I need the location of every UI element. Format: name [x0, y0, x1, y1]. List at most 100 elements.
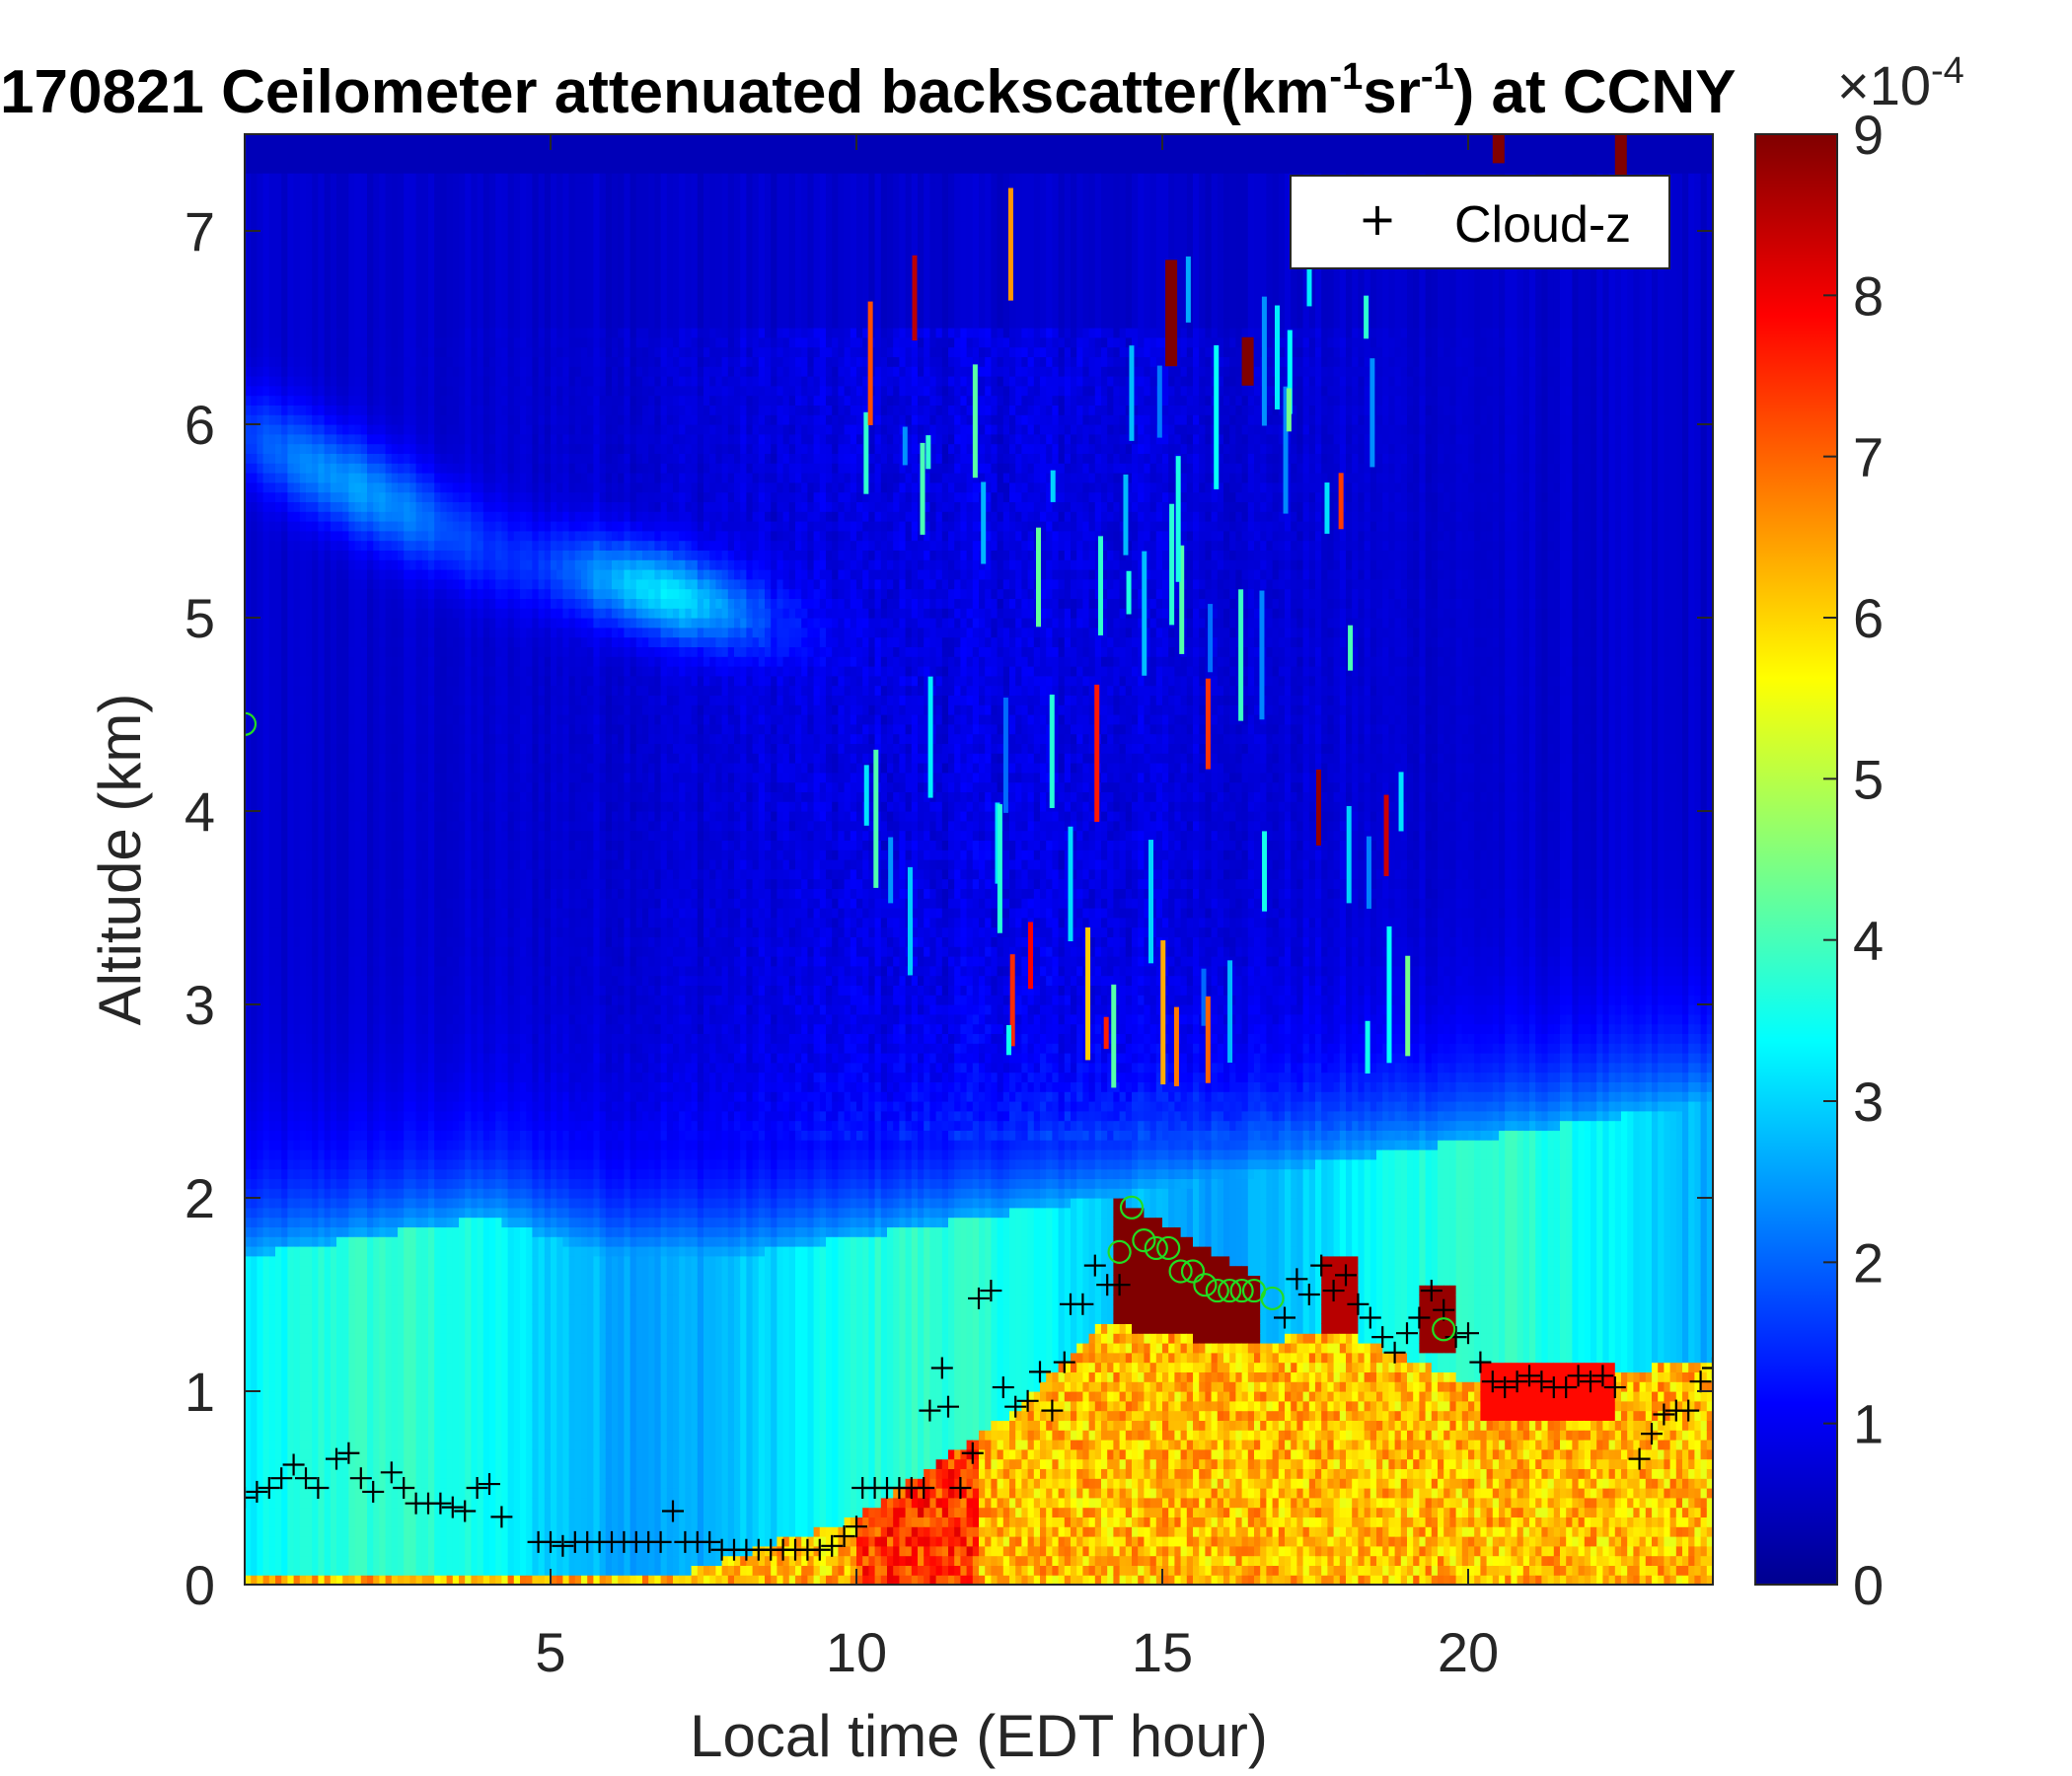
- heatmap-cell: [398, 811, 405, 821]
- heatmap-cell: [422, 1526, 429, 1536]
- heatmap-cell: [331, 1371, 337, 1381]
- heatmap-cell: [428, 1149, 435, 1159]
- heatmap-cell: [416, 211, 423, 221]
- heatmap-cell: [409, 734, 416, 744]
- heatmap-cell: [440, 1208, 447, 1218]
- heatmap-cell: [348, 347, 355, 357]
- heatmap-cell: [392, 347, 399, 357]
- heatmap-cell: [331, 695, 337, 704]
- heatmap-cell: [434, 154, 441, 164]
- heatmap-cell: [447, 1218, 454, 1227]
- heatmap-cell: [361, 269, 368, 279]
- heatmap-cell: [269, 773, 276, 782]
- heatmap-cell: [355, 269, 362, 279]
- heatmap-cell: [318, 396, 325, 406]
- heatmap-cell: [373, 424, 380, 434]
- heatmap-cell: [367, 734, 374, 744]
- heatmap-cell: [404, 221, 410, 231]
- heatmap-cell: [275, 482, 282, 492]
- heatmap-cell: [325, 211, 332, 221]
- heatmap-cell: [281, 1440, 288, 1449]
- heatmap-cell: [367, 1391, 374, 1401]
- heatmap-cell: [367, 1149, 374, 1159]
- heatmap-cell: [336, 521, 343, 531]
- heatmap-cell: [300, 637, 307, 647]
- heatmap-cell: [287, 1536, 294, 1546]
- heatmap-cell: [336, 1073, 343, 1082]
- heatmap-cell: [318, 183, 325, 192]
- heatmap-cell: [422, 676, 429, 686]
- heatmap-cell: [348, 1024, 355, 1034]
- heatmap-cell: [373, 908, 380, 918]
- heatmap-cell: [428, 1033, 435, 1043]
- heatmap-cell: [331, 1391, 337, 1401]
- heatmap-cell: [306, 192, 313, 202]
- heatmap-cell: [440, 396, 447, 406]
- heatmap-cell: [336, 743, 343, 753]
- heatmap-cell: [440, 927, 447, 937]
- heatmap-cell: [361, 492, 368, 502]
- heatmap-cell: [409, 289, 416, 299]
- heatmap-cell: [440, 550, 447, 559]
- heatmap-cell: [281, 1343, 288, 1353]
- heatmap-cell: [416, 1121, 423, 1131]
- heatmap-cell: [342, 946, 349, 956]
- heatmap-cell: [306, 734, 313, 744]
- heatmap-cell: [361, 1353, 368, 1363]
- heatmap-cell: [404, 1565, 410, 1575]
- heatmap-cell: [281, 686, 288, 696]
- heatmap-cell: [392, 791, 399, 801]
- heatmap-cell: [348, 396, 355, 406]
- heatmap-cell: [348, 1149, 355, 1159]
- heatmap-cell: [367, 473, 374, 482]
- heatmap-cell: [342, 840, 349, 850]
- heatmap-cell: [257, 976, 263, 986]
- heatmap-cell: [245, 666, 252, 676]
- heatmap-cell: [245, 444, 252, 454]
- heatmap-cell: [281, 251, 288, 260]
- heatmap-cell: [398, 714, 405, 724]
- heatmap-cell: [269, 608, 276, 618]
- heatmap-cell: [306, 811, 313, 821]
- heatmap-cell: [428, 1526, 435, 1536]
- heatmap-cell: [355, 154, 362, 164]
- heatmap-cell: [398, 299, 405, 309]
- heatmap-cell: [287, 1430, 294, 1440]
- heatmap-cell: [386, 956, 393, 966]
- heatmap-cell: [404, 1063, 410, 1073]
- heatmap-cell: [336, 1178, 343, 1188]
- heatmap-cell: [245, 231, 252, 241]
- heatmap-cell: [440, 1024, 447, 1034]
- heatmap-cell: [422, 501, 429, 511]
- heatmap-cell: [367, 1140, 374, 1149]
- heatmap-cell: [361, 618, 368, 628]
- heatmap-cell: [361, 1198, 368, 1208]
- heatmap-cell: [342, 1053, 349, 1063]
- heatmap-cell: [398, 376, 405, 386]
- heatmap-cell: [336, 1188, 343, 1198]
- heatmap-cell: [416, 550, 423, 559]
- heatmap-cell: [409, 183, 416, 192]
- heatmap-cell: [434, 666, 441, 676]
- heatmap-cell: [428, 1111, 435, 1121]
- heatmap-cell: [392, 1333, 399, 1343]
- heatmap-cell: [416, 424, 423, 434]
- heatmap-cell: [434, 521, 441, 531]
- heatmap-cell: [336, 888, 343, 898]
- heatmap-cell: [263, 308, 270, 318]
- heatmap-cell: [348, 550, 355, 559]
- heatmap-cell: [251, 396, 258, 406]
- heatmap-cell: [312, 589, 319, 599]
- heatmap-cell: [245, 279, 252, 289]
- heatmap-cell: [422, 1556, 429, 1566]
- heatmap-cell: [361, 501, 368, 511]
- heatmap-cell: [398, 154, 405, 164]
- heatmap-cell: [355, 1391, 362, 1401]
- heatmap-cell: [367, 589, 374, 599]
- heatmap-cell: [355, 424, 362, 434]
- heatmap-cell: [245, 1256, 252, 1266]
- heatmap-cell: [336, 936, 343, 946]
- heatmap-cell: [434, 1081, 441, 1091]
- heatmap-cell: [245, 1246, 252, 1256]
- heatmap-cell: [257, 231, 263, 241]
